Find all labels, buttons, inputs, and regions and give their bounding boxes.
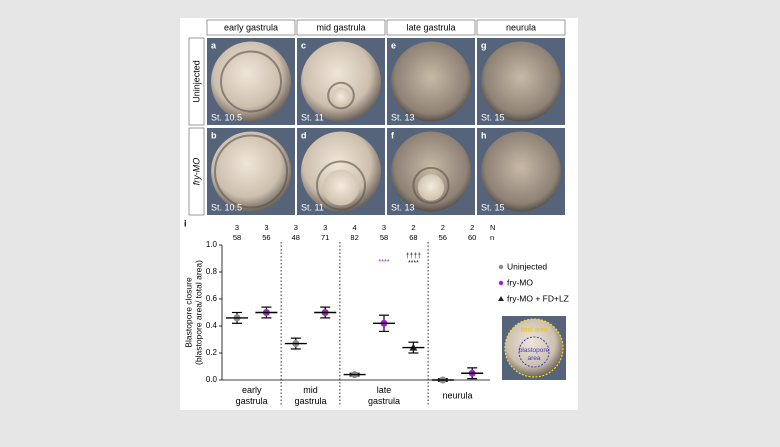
- n-label: n: [490, 233, 494, 242]
- column-header-box: [206, 19, 296, 36]
- inset-embryo: [504, 318, 564, 378]
- stage-label: St. 10.5: [211, 112, 242, 122]
- N-value: 4: [353, 223, 357, 232]
- N-value: 2: [411, 223, 415, 232]
- y-tick-label: 0.6: [206, 294, 218, 303]
- embryo: [391, 131, 471, 212]
- yolk-plug: [417, 174, 445, 201]
- column-header: mid gastrula: [316, 22, 365, 32]
- stage-label: St. 13: [391, 112, 415, 122]
- legend-label: Uninjected: [507, 261, 547, 271]
- panel-letter: f: [391, 130, 395, 140]
- y-axis-title: (blastopore area/ total area): [193, 260, 203, 365]
- N-value: 3: [264, 223, 268, 232]
- embryo: [211, 131, 291, 212]
- significance: ††††: [406, 253, 422, 260]
- n-value: 82: [350, 233, 358, 242]
- panel-letter: e: [391, 40, 396, 50]
- stage-label: St. 13: [391, 202, 415, 212]
- column-header: early gastrula: [224, 22, 278, 32]
- panel-letter: g: [481, 40, 487, 50]
- blastopore: [214, 134, 288, 209]
- panel-letter: b: [211, 130, 217, 140]
- stage-label: St. 15: [481, 112, 505, 122]
- N-value: 3: [323, 223, 327, 232]
- panel-letter: c: [301, 40, 306, 50]
- N-value: 3: [382, 223, 386, 232]
- n-value: 48: [292, 233, 300, 242]
- N-value: 3: [235, 223, 239, 232]
- N-value: 2: [470, 223, 474, 232]
- embryo: [301, 41, 381, 122]
- y-tick-label: 0.0: [206, 375, 218, 384]
- legend-label: fry-MO: [507, 277, 533, 287]
- stage-label: St. 11: [301, 112, 324, 122]
- column-header-box: [386, 19, 476, 36]
- y-tick-label: 0.2: [206, 348, 218, 357]
- row-label-box: [188, 37, 205, 126]
- significance: ****: [408, 260, 419, 267]
- significance: ****: [379, 259, 390, 266]
- embryo: [481, 131, 561, 212]
- stage-label: St. 11: [301, 202, 324, 212]
- n-value: 58: [233, 233, 241, 242]
- n-value: 71: [321, 233, 329, 242]
- panel-letter: d: [301, 130, 307, 140]
- inset-label: total area: [520, 327, 547, 334]
- N-value: 2: [441, 223, 445, 232]
- column-header-box: [296, 19, 386, 36]
- panel-letter: h: [481, 130, 487, 140]
- y-tick-label: 0.4: [206, 321, 218, 330]
- yolk-plug: [331, 87, 351, 108]
- n-value: 58: [380, 233, 388, 242]
- x-category-label: late gastrula: [368, 385, 400, 406]
- x-category-label: mid gastrula: [294, 385, 326, 406]
- panel-letter: i: [184, 218, 187, 228]
- inset-label: blastopore area: [519, 347, 550, 362]
- column-header: late gastrula: [406, 22, 455, 32]
- n-value: 56: [262, 233, 270, 242]
- panel-letter: a: [211, 40, 217, 50]
- n-value: 60: [468, 233, 476, 242]
- y-axis-title: Blastopore closure: [183, 277, 193, 348]
- N-label: N: [490, 223, 495, 232]
- row-label-box: [188, 127, 205, 216]
- N-value: 3: [294, 223, 298, 232]
- legend-marker: [498, 296, 504, 301]
- y-tick-label: 1.0: [206, 240, 218, 249]
- blastopore: [316, 160, 366, 211]
- x-category-label: early gastrula: [236, 385, 268, 406]
- column-header-box: [476, 19, 566, 36]
- n-value: 68: [409, 233, 417, 242]
- row-label: fry-MO: [191, 158, 201, 186]
- legend-marker: [498, 264, 504, 270]
- blastopore: [327, 81, 355, 110]
- y-tick-label: 0.8: [206, 267, 218, 276]
- n-value: 56: [439, 233, 447, 242]
- inset-blastopore: [518, 336, 550, 368]
- column-header: neurula: [506, 22, 536, 32]
- embryo: [391, 41, 471, 122]
- stage-label: St. 10.5: [211, 202, 242, 212]
- legend-label: fry-MO + FD+LZ: [507, 293, 569, 303]
- embryo: [211, 41, 291, 122]
- row-label: Uninjected: [191, 60, 201, 103]
- yolk-plug: [323, 169, 359, 206]
- blastopore: [412, 166, 450, 205]
- blastopore: [220, 50, 282, 113]
- x-category-label: neurula: [442, 390, 472, 400]
- legend-marker: [498, 280, 504, 286]
- stage-label: St. 15: [481, 202, 505, 212]
- embryo: [481, 41, 561, 122]
